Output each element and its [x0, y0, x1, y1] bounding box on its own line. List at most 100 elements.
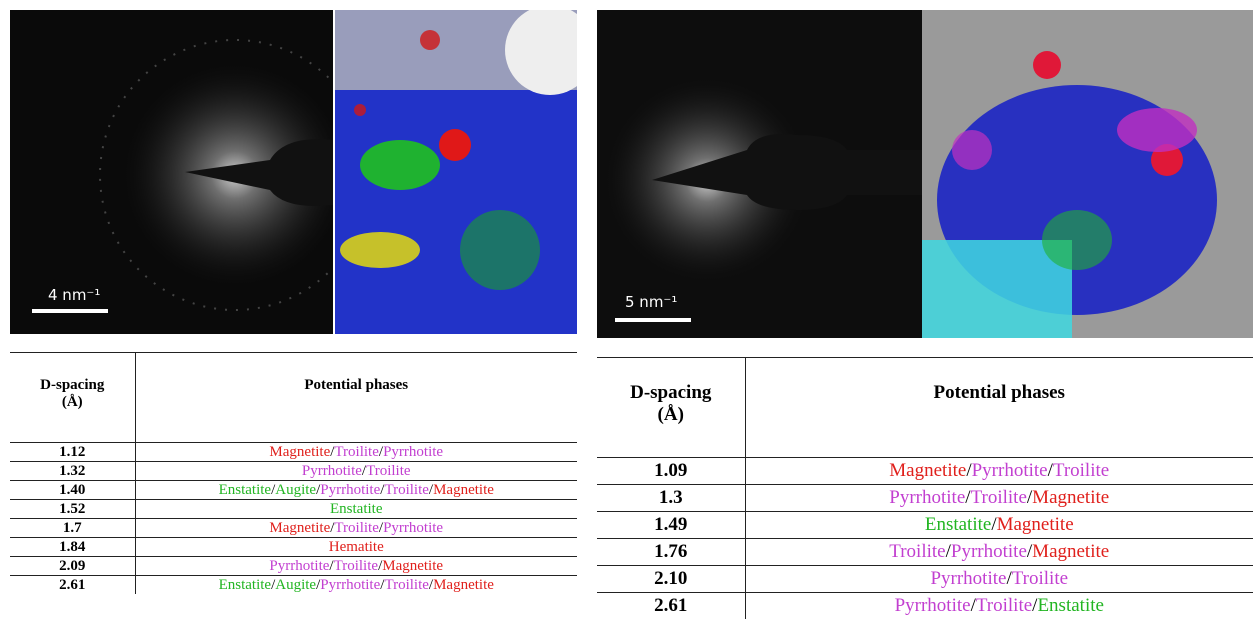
header-row: D-spacing (Å) Potential phases: [10, 352, 577, 443]
separator: /: [945, 541, 951, 562]
d-spacing: 2.10: [597, 565, 746, 593]
phase: Magnetite: [269, 520, 331, 536]
phase: Enstatite: [218, 482, 272, 498]
d-spacing: 1.12: [10, 442, 136, 462]
d-spacing: 1.7: [10, 518, 136, 538]
separator: /: [970, 595, 976, 616]
d-spacing: 1.3: [597, 484, 746, 512]
phases: Enstatite/Magnetite: [745, 511, 1253, 539]
phase: Pyrrhotite: [383, 520, 444, 536]
table-row: 1.3 Pyrrhotite/Troilite/Magnetite: [597, 484, 1253, 512]
phase: Augite: [275, 577, 317, 593]
phase: Enstatite: [330, 501, 383, 517]
separator: /: [428, 577, 434, 593]
separator: /: [1047, 460, 1053, 481]
table-row: 2.09 Pyrrhotite/Troilite/Magnetite: [10, 556, 577, 576]
phase: Troilite: [975, 595, 1033, 616]
phase: Troilite: [1052, 460, 1110, 481]
scale-label: 5 nm⁻¹: [625, 293, 677, 311]
phase: Magnetite: [269, 444, 331, 460]
header-cell: Potential phases: [745, 357, 1253, 458]
separator: /: [380, 577, 385, 593]
phase: Magnetite: [433, 482, 494, 498]
d-spacing: 1.09: [597, 457, 746, 485]
header-text: (Å): [657, 404, 684, 425]
phase: Magnetite: [996, 514, 1074, 535]
phase: Enstatite: [218, 577, 272, 593]
phase: Hematite: [328, 539, 384, 555]
right-image: 5 nm⁻¹: [597, 10, 1253, 338]
phase: Troilite: [970, 487, 1027, 508]
separator: /: [991, 514, 997, 535]
phase: Magnetite: [889, 460, 967, 481]
table-row: 1.52 Enstatite: [10, 499, 577, 519]
phases: Pyrrhotite/Troilite: [745, 565, 1253, 593]
table-row: 1.84 Hematite: [10, 537, 577, 557]
left-image: 4 nm⁻¹: [10, 10, 577, 334]
separator: /: [316, 482, 321, 498]
separator: /: [378, 520, 384, 536]
phase: Magnetite: [1032, 487, 1110, 508]
phases: Enstatite/Augite/Pyrrhotite/Troilite/Mag…: [135, 480, 577, 500]
header-cell: D-spacing (Å): [597, 357, 746, 458]
separator: /: [1032, 595, 1038, 616]
separator: /: [329, 558, 334, 574]
phase: Troilite: [889, 541, 946, 562]
header-cell: D-spacing (Å): [10, 352, 136, 443]
phase: Pyrrhotite: [894, 595, 971, 616]
separator: /: [380, 482, 385, 498]
phase: Troilite: [1011, 568, 1069, 589]
table-row: 1.49 Enstatite/Magnetite: [597, 511, 1253, 539]
d-spacing: 1.84: [10, 537, 136, 557]
phase: Pyrrhotite: [320, 577, 381, 593]
separator: /: [316, 577, 321, 593]
phase: Pyrrhotite: [269, 558, 330, 574]
table-row: 1.32 Pyrrhotite/Troilite: [10, 461, 577, 481]
phases: Troilite/Pyrrhotite/Magnetite: [745, 538, 1253, 566]
d-spacing: 2.61: [597, 592, 746, 619]
table-row: 1.40 Enstatite/Augite/Pyrrhotite/Troilite…: [10, 480, 577, 500]
phases: Pyrrhotite/Troilite: [135, 461, 577, 481]
separator: /: [330, 444, 335, 460]
phase: Enstatite: [924, 514, 992, 535]
table-row: 1.09 Magnetite/Pyrrhotite/Troilite: [597, 457, 1253, 485]
phase: Troilite: [334, 444, 379, 460]
header-cell: Potential phases: [135, 352, 577, 443]
phases: Enstatite/Augite/Pyrrhotite/Troilite/Mag…: [135, 575, 577, 594]
phase: Pyrrhotite: [889, 487, 966, 508]
separator: /: [378, 558, 383, 574]
phase: Magnetite: [382, 558, 444, 574]
header-row: D-spacing (Å) Potential phases: [597, 357, 1253, 458]
phase: Magnetite: [1032, 541, 1110, 562]
d-spacing: 1.32: [10, 461, 136, 481]
table-row: 1.7 Magnetite/Troilite/Pyrrhotite: [10, 518, 577, 538]
table-row: 1.12 Magnetite/Troilite/Pyrrhotite: [10, 442, 577, 462]
phases: Hematite: [135, 537, 577, 557]
separator: /: [378, 444, 384, 460]
phase: Troilite: [366, 463, 411, 479]
table: D-spacing (Å) Potential phases 1.12 Magnetit…: [10, 352, 577, 594]
separator: /: [361, 463, 367, 479]
separator: /: [271, 577, 276, 593]
phase: Pyrrhotite: [950, 541, 1027, 562]
phase: Enstatite: [1037, 595, 1104, 616]
phase: Augite: [275, 482, 317, 498]
phase: Troilite: [384, 482, 429, 498]
table-row: 1.76 Troilite/Pyrrhotite/Magnetite: [597, 538, 1253, 566]
d-spacing: 1.52: [10, 499, 136, 519]
header-text: D-spacing: [40, 377, 105, 393]
d-spacing: 2.61: [10, 575, 136, 594]
phases: Pyrrhotite/Troilite/Enstatite: [745, 592, 1253, 619]
phase: Troilite: [334, 520, 379, 536]
separator: /: [1026, 487, 1033, 508]
separator: /: [1026, 541, 1033, 562]
phase: Magnetite: [433, 577, 494, 593]
phases: Magnetite/Pyrrhotite/Troilite: [745, 457, 1253, 485]
separator: /: [330, 520, 335, 536]
d-spacing: 1.40: [10, 480, 136, 500]
phases: Magnetite/Troilite/Pyrrhotite: [135, 518, 577, 538]
phases: Enstatite: [135, 499, 577, 519]
d-spacing: 2.09: [10, 556, 136, 576]
phase: Troilite: [333, 558, 379, 574]
